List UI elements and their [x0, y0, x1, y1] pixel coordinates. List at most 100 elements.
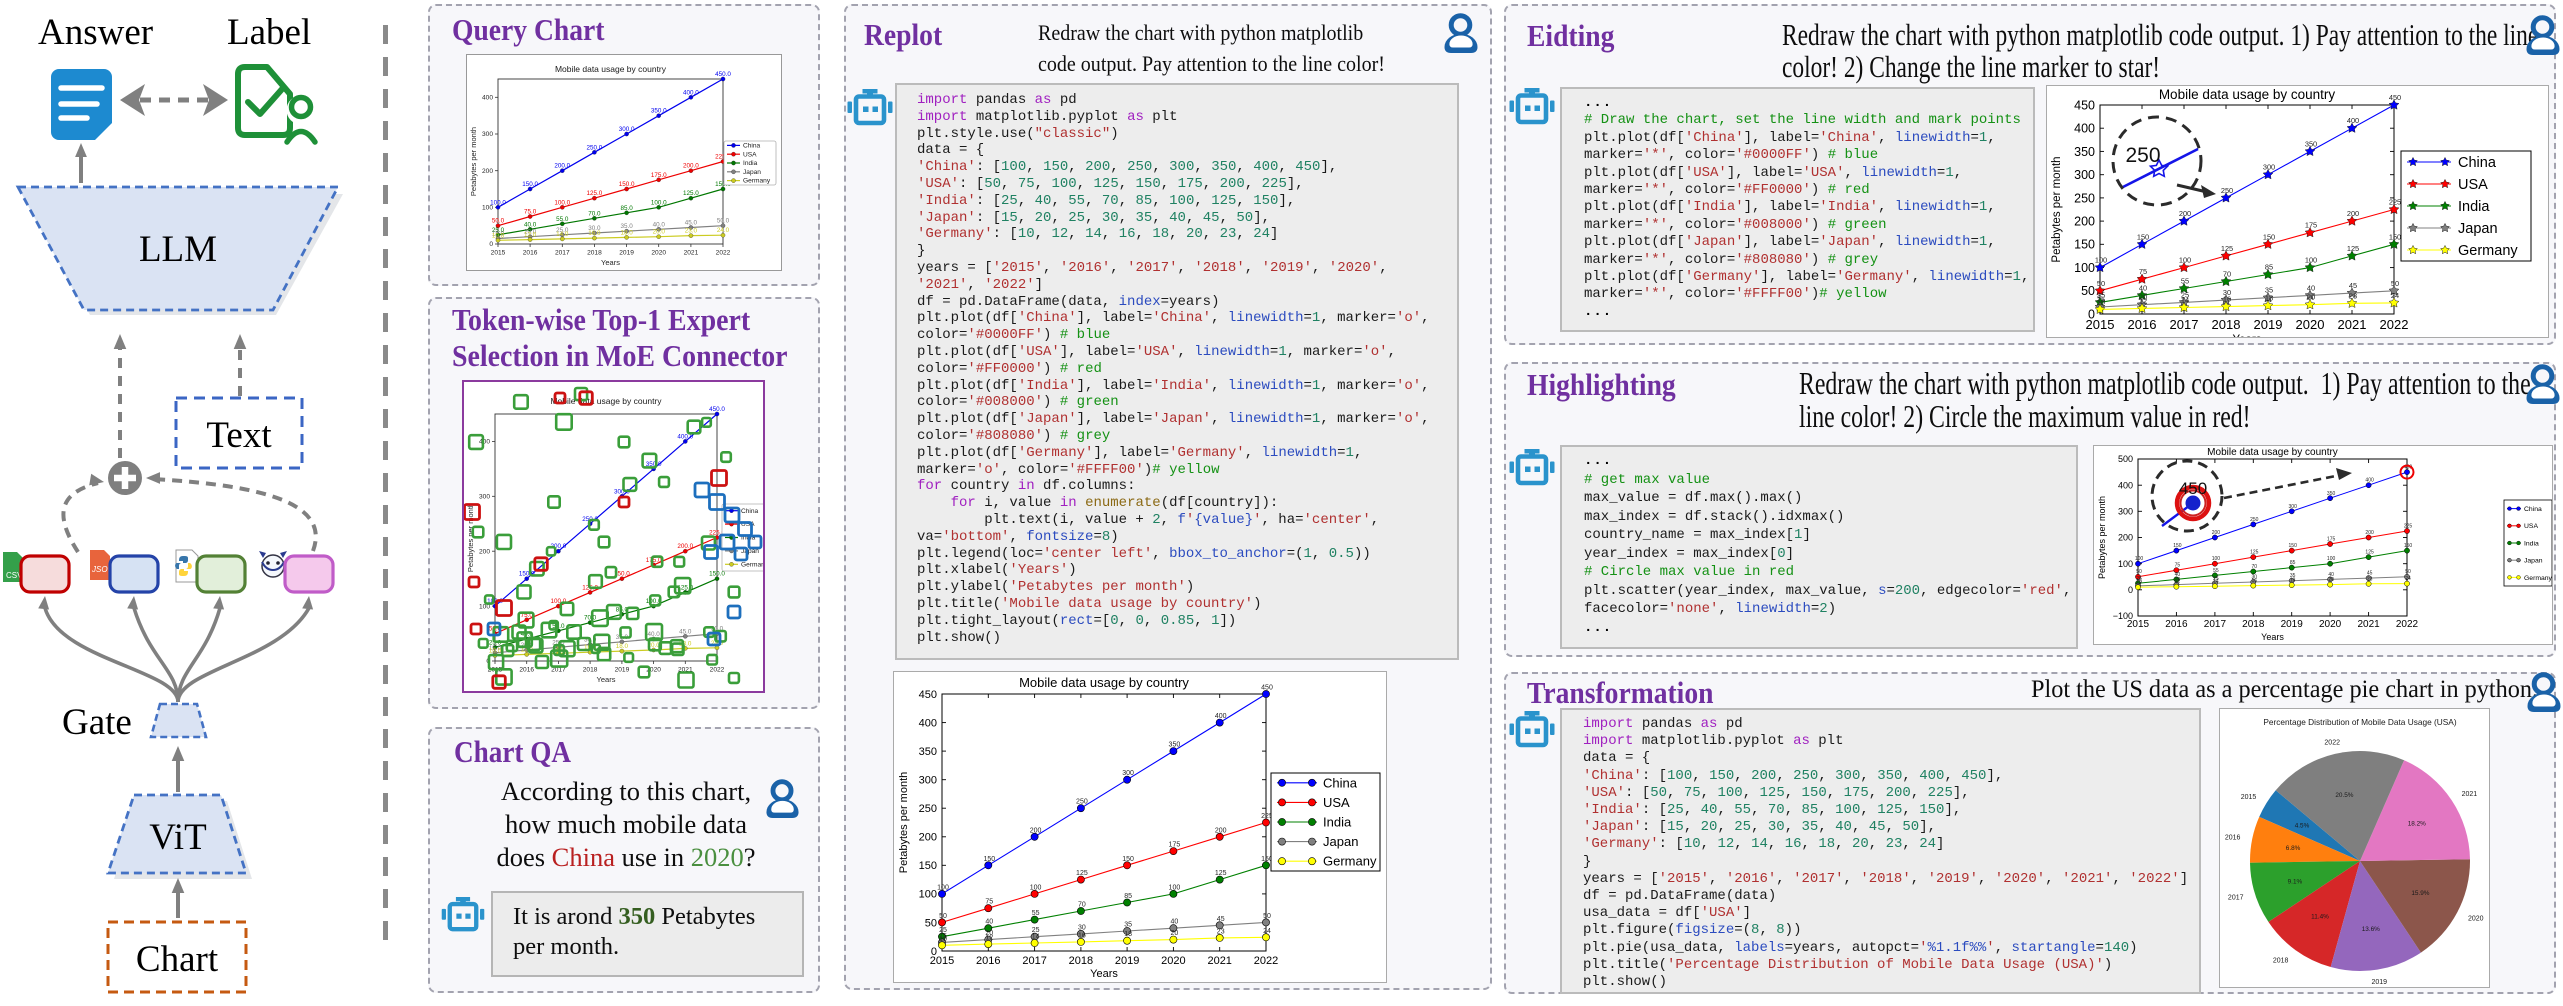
svg-text:450: 450 — [2074, 98, 2095, 112]
svg-text:35: 35 — [2265, 286, 2273, 295]
svg-text:350: 350 — [1169, 742, 1181, 749]
svg-text:Japan: Japan — [1323, 834, 1358, 849]
svg-text:2018: 2018 — [583, 667, 598, 674]
svg-text:150.0: 150.0 — [522, 181, 538, 188]
svg-text:125: 125 — [1215, 870, 1227, 877]
svg-text:500: 500 — [2118, 454, 2133, 464]
svg-text:45: 45 — [1217, 916, 1225, 923]
svg-text:2016: 2016 — [2128, 317, 2157, 332]
svg-text:18: 18 — [2290, 578, 2296, 584]
svg-text:2016: 2016 — [519, 667, 534, 674]
svg-text:Petabytes per month: Petabytes per month — [2051, 156, 2063, 262]
svg-text:25.0: 25.0 — [556, 227, 569, 234]
svg-text:250: 250 — [2250, 517, 2259, 523]
svg-text:25: 25 — [2213, 576, 2219, 582]
svg-text:Mobile data usage by country: Mobile data usage by country — [2159, 87, 2336, 102]
svg-text:Germany: Germany — [2458, 243, 2518, 259]
svg-text:2021: 2021 — [2357, 619, 2380, 630]
svg-text:25: 25 — [2097, 290, 2105, 299]
svg-text:10: 10 — [2136, 580, 2142, 586]
svg-text:15: 15 — [2136, 578, 2142, 584]
svg-text:400: 400 — [2347, 116, 2359, 125]
svg-text:100: 100 — [2118, 559, 2133, 569]
svg-text:USA: USA — [1323, 795, 1350, 810]
svg-text:China: China — [741, 508, 759, 515]
svg-text:50.0: 50.0 — [489, 626, 502, 633]
svg-text:75: 75 — [985, 899, 993, 906]
svg-text:9.1%: 9.1% — [2288, 879, 2303, 886]
svg-text:2020: 2020 — [651, 250, 666, 257]
svg-text:20: 20 — [2139, 293, 2147, 302]
svg-text:2019: 2019 — [2281, 619, 2304, 630]
svg-text:2015: 2015 — [2086, 317, 2115, 332]
svg-text:100.0: 100.0 — [651, 199, 667, 206]
svg-text:40.0: 40.0 — [524, 221, 537, 228]
svg-text:70: 70 — [1078, 902, 1086, 909]
svg-text:85: 85 — [1124, 893, 1132, 900]
svg-text:24.0: 24.0 — [717, 227, 730, 234]
svg-text:16: 16 — [2223, 295, 2231, 304]
svg-text:10.0: 10.0 — [492, 232, 505, 239]
svg-text:India: India — [1323, 815, 1352, 830]
svg-text:175.0: 175.0 — [646, 557, 662, 564]
svg-text:2019: 2019 — [1115, 955, 1139, 967]
svg-text:100: 100 — [2179, 256, 2191, 265]
svg-text:15.9%: 15.9% — [2411, 890, 2429, 897]
svg-text:100.0: 100.0 — [551, 598, 567, 605]
svg-text:70: 70 — [2252, 564, 2258, 570]
svg-text:2022: 2022 — [1254, 955, 1278, 967]
svg-text:400: 400 — [2074, 122, 2095, 136]
svg-text:2016: 2016 — [523, 250, 538, 257]
svg-text:175: 175 — [1169, 842, 1181, 849]
svg-text:2015: 2015 — [930, 955, 954, 967]
svg-text:200: 200 — [1030, 827, 1042, 834]
svg-text:Years: Years — [597, 675, 616, 684]
svg-text:350: 350 — [2327, 491, 2336, 497]
svg-text:2020: 2020 — [2468, 915, 2484, 922]
svg-text:200.0: 200.0 — [554, 163, 570, 170]
svg-text:18: 18 — [1124, 931, 1132, 938]
svg-text:30: 30 — [2252, 575, 2258, 581]
svg-text:18.2%: 18.2% — [2408, 821, 2426, 828]
svg-text:85.0: 85.0 — [616, 606, 629, 613]
svg-text:25: 25 — [1032, 927, 1040, 934]
svg-text:250: 250 — [2074, 191, 2095, 205]
svg-text:200: 200 — [479, 548, 490, 555]
svg-text:100: 100 — [482, 205, 493, 212]
svg-text:6.8%: 6.8% — [2286, 845, 2301, 852]
svg-text:16.0: 16.0 — [588, 230, 601, 237]
svg-text:100.0: 100.0 — [490, 199, 506, 206]
svg-text:300: 300 — [1122, 770, 1134, 777]
svg-text:50: 50 — [939, 913, 947, 920]
svg-text:225: 225 — [1261, 813, 1273, 820]
svg-text:Label: Label — [227, 12, 311, 53]
svg-text:Years: Years — [2261, 632, 2284, 642]
svg-text:Japan: Japan — [2524, 558, 2543, 565]
svg-text:24: 24 — [2391, 291, 2399, 300]
svg-text:150.0: 150.0 — [619, 181, 635, 188]
svg-text:Mobile data usage by country: Mobile data usage by country — [555, 64, 667, 74]
svg-text:China: China — [1323, 775, 1358, 790]
svg-text:50.0: 50.0 — [711, 626, 724, 633]
svg-text:50: 50 — [2097, 279, 2105, 288]
svg-text:150: 150 — [919, 860, 937, 872]
svg-text:25: 25 — [2136, 576, 2142, 582]
svg-text:40: 40 — [2139, 283, 2147, 292]
svg-text:20.0: 20.0 — [647, 642, 660, 649]
svg-text:300: 300 — [2118, 507, 2133, 517]
svg-text:0: 0 — [931, 946, 937, 958]
svg-text:70.0: 70.0 — [588, 210, 601, 217]
svg-text:2020: 2020 — [646, 667, 661, 674]
svg-text:400.0: 400.0 — [683, 89, 699, 96]
svg-text:Japan: Japan — [741, 548, 759, 555]
svg-text:15.0: 15.0 — [489, 645, 502, 652]
svg-text:Petabytes per month: Petabytes per month — [2097, 496, 2107, 579]
svg-text:14.0: 14.0 — [556, 231, 569, 238]
svg-text:4.5%: 4.5% — [2295, 823, 2310, 830]
svg-text:35: 35 — [2290, 573, 2296, 579]
svg-text:300: 300 — [482, 131, 493, 138]
svg-text:23: 23 — [1217, 928, 1225, 935]
svg-text:50: 50 — [925, 917, 937, 929]
svg-text:55: 55 — [2213, 568, 2219, 574]
svg-text:USA: USA — [743, 151, 757, 158]
